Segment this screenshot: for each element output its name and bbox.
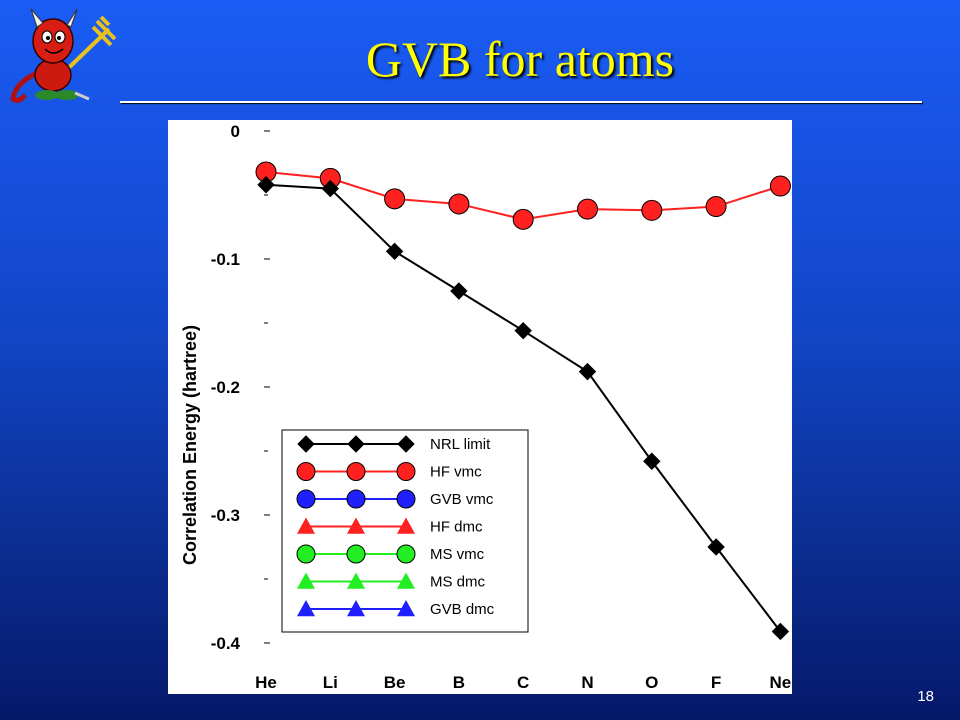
data-point [346,462,366,481]
data-point [296,462,316,481]
data-point [296,544,316,564]
data-point [297,517,315,534]
data-point [705,196,727,218]
data-point [347,435,365,453]
x-tick-label: Ne [770,673,792,692]
data-point [397,435,415,453]
chart-panel: 0 -0.1 -0.2 -0.3 -0.4 He Li Be B C N O F Ne NRL limit… [168,120,792,694]
legend-label: HF dmc [430,519,483,536]
data-point [385,242,404,261]
x-tick-label: O [645,673,658,692]
data-point [577,198,598,220]
data-point [448,193,470,215]
data-point [347,600,365,617]
legend-entry: GVB dmc [297,600,495,618]
data-point [257,176,275,194]
data-point [346,489,366,509]
y-tick-label: -0.4 [211,634,241,653]
data-point [297,435,315,453]
data-point [347,517,365,534]
y-axis-title: Correlation Energy (hartree) [180,325,200,565]
data-point [512,208,534,230]
x-tick-label: F [711,673,721,692]
title-underline [120,101,922,103]
x-tick-label: N [581,673,593,692]
data-point [321,179,340,198]
legend-entry: MS dmc [297,572,486,591]
data-point [297,600,315,617]
y-tick-label: -0.2 [211,378,240,397]
devil-mascot-icon [10,8,117,103]
data-point [397,600,415,617]
data-point [384,188,406,210]
data-point [396,489,416,509]
slide-title: GVB for atoms [365,31,675,87]
data-point [397,517,415,534]
data-point [397,572,415,589]
chart-axes: 0 -0.1 -0.2 -0.3 -0.4 He Li Be B C N O F Ne [211,122,792,692]
data-point [643,452,661,470]
data-point [296,489,316,509]
legend-entry: NRL limit [297,435,491,453]
legend-entry: MS vmc [296,544,485,564]
data-point [514,321,532,340]
series-nrl-limit [257,176,790,641]
data-point [578,362,597,381]
data-point [641,199,663,221]
data-point [347,572,365,589]
data-point [396,544,416,564]
page-number: 18 [917,688,934,705]
correlation-energy-chart: 0 -0.1 -0.2 -0.3 -0.4 He Li Be B C N O F Ne NRL limit… [180,122,792,692]
legend-label: HF vmc [430,464,482,481]
data-point [771,622,790,641]
data-point [346,544,366,564]
legend-label: MS vmc [430,546,485,563]
x-tick-label: Be [384,673,406,692]
y-tick-label: -0.3 [211,506,240,525]
chart-legend: NRL limit HF vmc GVB vmc HF dmc MS vmc MS dmc… [281,429,529,633]
x-tick-label: Li [323,673,338,692]
x-tick-label: C [517,673,529,692]
legend-label: NRL limit [430,436,491,453]
legend-entry: GVB vmc [296,489,494,509]
series-hf-vmc [255,161,791,230]
legend-entry: HF dmc [297,517,483,536]
y-tick-label: 0 [231,122,240,141]
data-point [450,282,468,300]
data-point [769,175,791,197]
data-point [297,572,315,589]
y-tick-label: -0.1 [211,250,240,269]
legend-label: GVB vmc [430,491,494,508]
x-tick-label: He [255,673,277,692]
legend-entry: HF vmc [296,462,482,481]
data-point [707,538,725,556]
data-point [396,462,416,481]
legend-label: MS dmc [430,574,486,591]
legend-label: GVB dmc [430,601,495,618]
chart-series-layer [255,161,791,641]
x-tick-label: B [453,673,465,692]
